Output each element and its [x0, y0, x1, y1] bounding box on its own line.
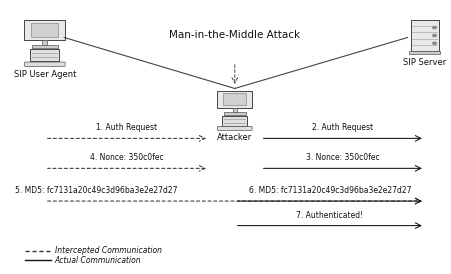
Text: 6. MD5: fc7131a20c49c3d96ba3e2e27d27: 6. MD5: fc7131a20c49c3d96ba3e2e27d27 [248, 186, 410, 195]
Bar [410, 20, 438, 51]
Bar [222, 116, 247, 126]
Text: 1. Auth Request: 1. Auth Request [96, 123, 157, 132]
Bar [24, 20, 65, 40]
Text: Man-in-the-Middle Attack: Man-in-the-Middle Attack [169, 30, 300, 40]
Text: 5. MD5: fc7131a20c49c3d96ba3e2e27d27: 5. MD5: fc7131a20c49c3d96ba3e2e27d27 [15, 186, 178, 195]
Text: Intercepted Communication: Intercepted Communication [55, 246, 161, 255]
Circle shape [432, 34, 435, 36]
Bar [32, 45, 58, 48]
Text: SIP User Agent: SIP User Agent [14, 70, 76, 79]
Circle shape [432, 42, 435, 44]
Bar [42, 40, 47, 45]
Text: 7. Authenticated!: 7. Authenticated! [295, 211, 363, 219]
Circle shape [432, 27, 435, 29]
Bar [223, 93, 246, 105]
Bar [232, 108, 236, 112]
FancyBboxPatch shape [24, 62, 65, 66]
Text: SIP Server: SIP Server [402, 58, 446, 67]
Text: 4. Nonce: 350c0fec: 4. Nonce: 350c0fec [90, 153, 163, 162]
FancyBboxPatch shape [217, 127, 252, 130]
Bar [30, 49, 60, 61]
Bar [409, 51, 439, 54]
Text: 3. Nonce: 350c0fec: 3. Nonce: 350c0fec [305, 153, 379, 162]
Text: Actual Communication: Actual Communication [55, 256, 141, 265]
Bar [217, 91, 252, 108]
Text: Attacker: Attacker [216, 133, 252, 142]
Text: 2. Auth Request: 2. Auth Request [312, 123, 373, 132]
Bar [31, 23, 58, 37]
Bar [223, 112, 245, 115]
